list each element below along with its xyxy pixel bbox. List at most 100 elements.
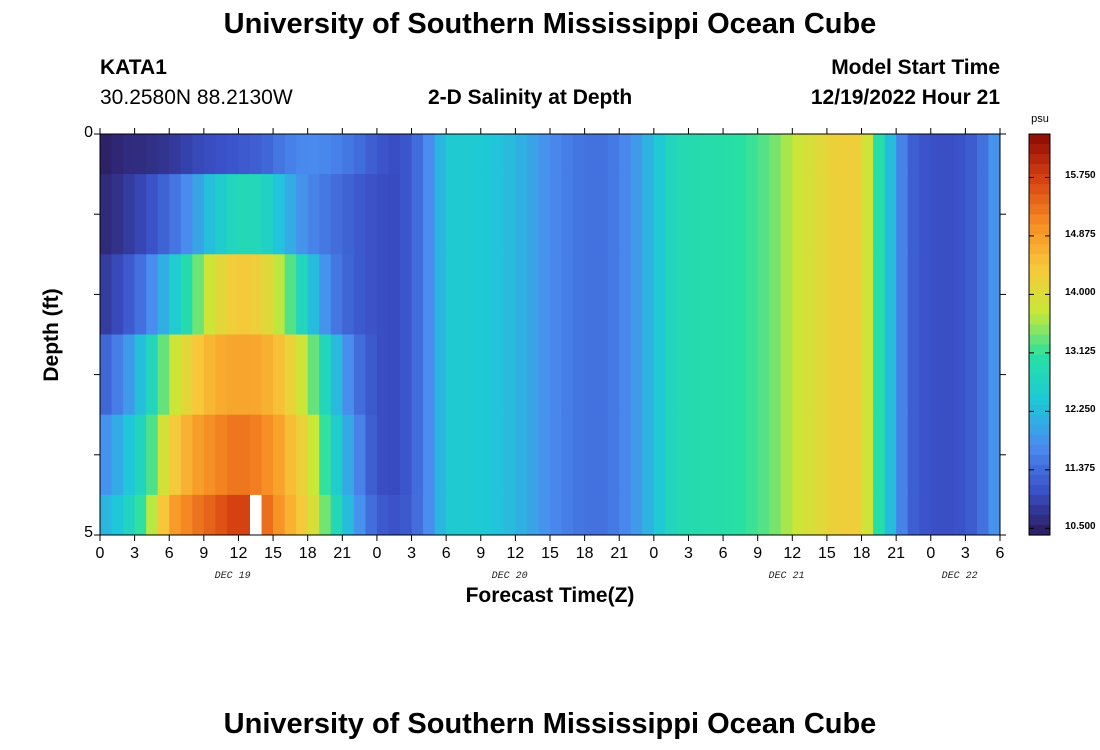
heatmap-cell [700, 134, 713, 175]
heatmap-cell [596, 254, 609, 336]
heatmap-cell [353, 494, 366, 535]
heatmap-cell [942, 414, 955, 496]
heatmap-cell [838, 334, 851, 416]
x-tick-label: 3 [407, 545, 416, 562]
x-tick-label: 3 [960, 545, 970, 562]
heatmap-cell [515, 334, 528, 416]
x-tick-label: 21 [333, 545, 352, 562]
heatmap-cell [930, 334, 943, 416]
heatmap-cell [146, 334, 159, 416]
heatmap-cell [111, 174, 124, 255]
x-tick-label: 15 [541, 545, 559, 562]
heatmap-cell [596, 414, 609, 496]
heatmap-cell [573, 334, 586, 416]
heatmap-cell [192, 254, 205, 336]
heatmap-cell [342, 414, 355, 496]
heatmap-cell [596, 494, 609, 535]
heatmap-cell [261, 174, 274, 255]
heatmap-cell [757, 254, 770, 336]
heatmap-cell [630, 334, 643, 416]
heatmap-cell [180, 254, 193, 336]
heatmap-cell [446, 134, 459, 175]
heatmap-cell [134, 414, 147, 496]
x-tick-label: 6 [718, 545, 728, 562]
heatmap-cell [342, 174, 355, 255]
heatmap-cell [780, 174, 793, 255]
heatmap-cell [457, 174, 470, 255]
heatmap-cell [746, 414, 759, 496]
heatmap-cell [503, 134, 516, 175]
heatmap-cell [330, 134, 343, 175]
heatmap-cell [665, 174, 678, 255]
heatmap-cell [815, 254, 828, 336]
heatmap-cell [469, 494, 482, 535]
heatmap-cell [630, 414, 643, 496]
heatmap-cell [896, 254, 909, 336]
colorbar-segment [1029, 334, 1050, 346]
heatmap-cell [907, 414, 920, 496]
colorbar-segment [1029, 444, 1050, 456]
heatmap-cell [607, 134, 620, 175]
heatmap-cell [711, 334, 724, 416]
heatmap-cell [400, 254, 413, 336]
heatmap-cell [688, 494, 701, 535]
heatmap-cell [423, 414, 436, 496]
heatmap-cell [319, 334, 332, 416]
heatmap-cell [503, 414, 516, 496]
heatmap-cell [769, 494, 782, 535]
heatmap-cell [550, 134, 563, 175]
heatmap-cell [884, 134, 897, 175]
heatmap-cell [653, 254, 666, 336]
x-tick-label: 12 [506, 545, 525, 562]
heatmap-cell [561, 334, 574, 416]
heatmap-cell [284, 134, 297, 175]
heatmap-cell [550, 254, 563, 336]
heatmap-cell [953, 134, 966, 175]
heatmap-cell [238, 334, 251, 416]
heatmap-cell [676, 174, 690, 255]
heatmap-cell [942, 134, 955, 175]
heatmap-cell [273, 134, 286, 175]
heatmap-cell [492, 134, 505, 175]
heatmap-cell [757, 414, 770, 496]
heatmap-cell [100, 494, 113, 535]
colorbar-segment [1029, 294, 1050, 306]
heatmap-cell [792, 494, 805, 535]
heatmap-cell [123, 414, 136, 496]
colorbar-segment [1029, 434, 1050, 446]
heatmap-cell [261, 494, 274, 535]
heatmap-cell [780, 134, 793, 175]
heatmap-cell [896, 334, 909, 416]
heatmap-cell [584, 334, 597, 416]
heatmap-cell [780, 334, 793, 416]
heatmap-cell [134, 254, 147, 336]
heatmap-cell [976, 334, 990, 416]
x-tick-label: 21 [610, 545, 629, 562]
heatmap-cell [919, 174, 932, 255]
x-tick-label: 0 [649, 545, 659, 562]
heatmap-cell [469, 134, 482, 175]
station-id: KATA1 [100, 56, 167, 79]
colorbar-segment [1029, 184, 1050, 195]
heatmap-cell [792, 414, 805, 496]
heatmap-cell [665, 334, 678, 416]
heatmap-cell [769, 254, 782, 336]
heatmap-cell [746, 134, 759, 175]
colorbar-segment [1029, 524, 1050, 536]
colorbar-segment [1029, 284, 1050, 295]
heatmap-cell [826, 414, 840, 496]
heatmap-cell [965, 254, 978, 336]
heatmap-cell [642, 494, 655, 535]
heatmap-cell [561, 494, 574, 535]
heatmap-cell [353, 134, 366, 175]
heatmap-cell [169, 254, 182, 336]
heatmap-cell [850, 334, 863, 416]
colorbar-segment [1029, 344, 1050, 356]
heatmap-cell [930, 494, 943, 535]
missing-cell [250, 494, 263, 535]
heatmap-cell [157, 334, 170, 416]
heatmap-cell [896, 494, 909, 535]
heatmap-cell [723, 414, 736, 496]
heatmap-cell [446, 494, 459, 535]
heatmap-cell [700, 174, 713, 255]
